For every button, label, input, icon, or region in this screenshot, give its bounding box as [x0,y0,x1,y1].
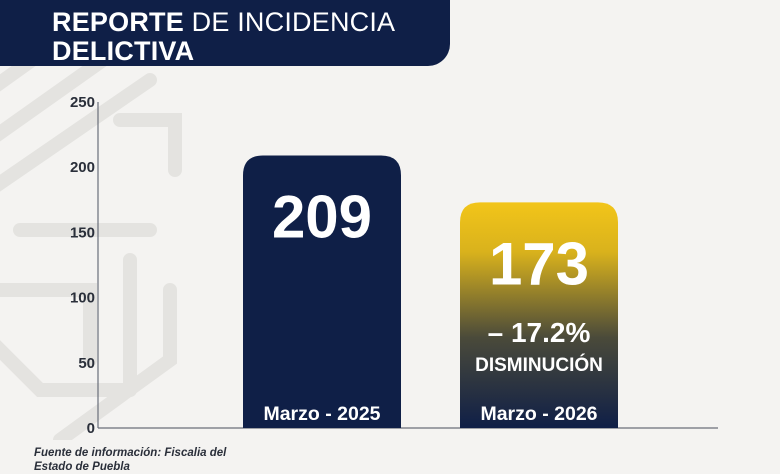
y-tick-label: 0 [87,420,95,437]
bar [460,202,618,428]
source-line-2: Estado de Puebla [34,461,130,473]
x-tick-label: Marzo - 2026 [480,403,597,425]
y-tick-label: 50 [78,355,95,372]
y-tick-label: 250 [70,94,95,111]
title-banner: REPORTE DE INCIDENCIA DELICTIVA [0,0,450,66]
y-tick-label: 150 [70,224,95,241]
y-axis: 0 50 100 150 200 250 [70,94,99,437]
bars-group: 209 Marzo - 2025 173 Marzo - 2026 – 17.2% DIS… [243,155,618,429]
data-label: 173 [489,230,589,297]
bar [243,155,401,429]
y-tick-label: 100 [70,290,95,307]
page-title: REPORTE DE INCIDENCIA [52,9,395,36]
title-bold: REPORTE [52,7,184,37]
data-label: 209 [272,183,372,250]
title-regular: DE INCIDENCIA [191,7,396,37]
page-title-line2: DELICTIVA [52,36,195,66]
source-line-1: Fuente de información: Fiscalia del [34,447,227,459]
change-percent-annotation: – 17.2% [488,317,591,348]
y-tick-label: 200 [70,159,95,176]
change-label-annotation: DISMINUCIÓN [475,354,603,376]
x-tick-label: Marzo - 2025 [263,403,380,425]
